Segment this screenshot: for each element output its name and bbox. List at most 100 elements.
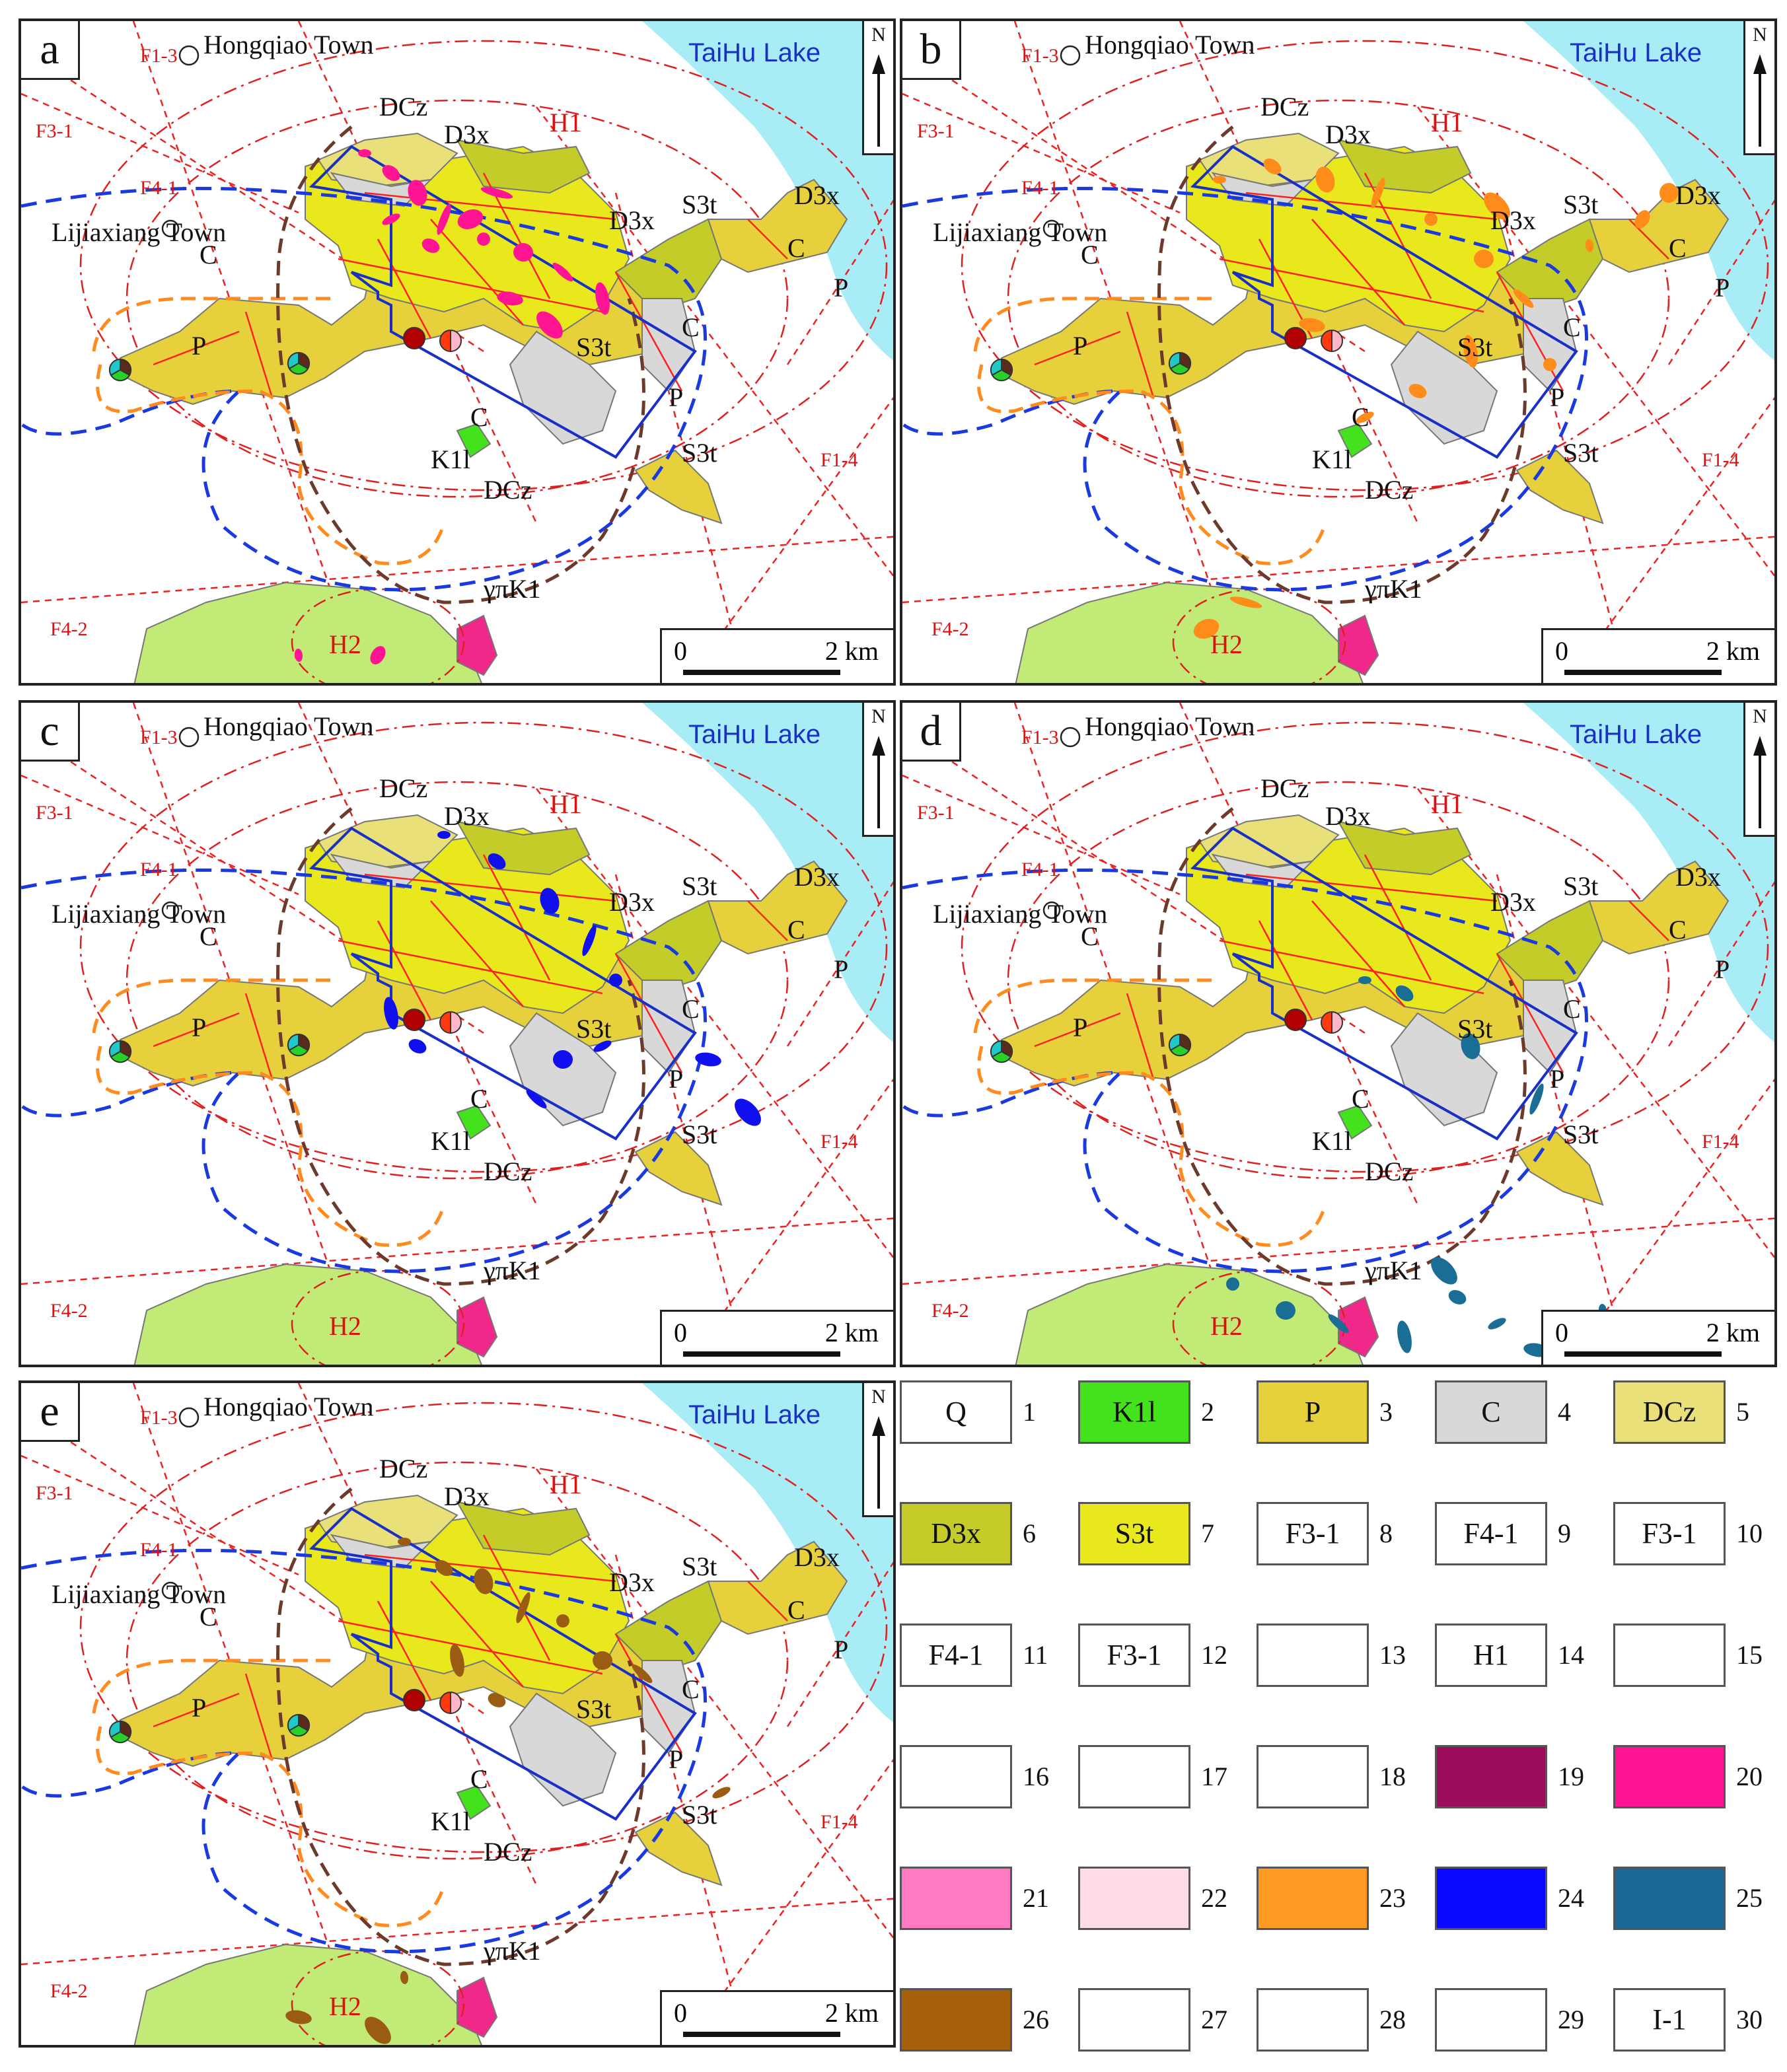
- fault-f13: F1-3: [1021, 45, 1059, 67]
- c-label-2: C: [1669, 915, 1687, 945]
- legend-number: 12: [1201, 1640, 1227, 1670]
- fault-f13: F1-3: [1021, 727, 1059, 748]
- legend-number: 20: [1736, 1762, 1763, 1791]
- anomaly-patch: [382, 164, 400, 182]
- s3t-label-2: S3t: [1457, 332, 1493, 362]
- anomaly-patch: [1328, 1314, 1349, 1334]
- p-label-2: P: [834, 954, 849, 984]
- north-arrow: N: [862, 1383, 893, 1517]
- legend-swatch-20: [1613, 1745, 1726, 1808]
- h2-label: H2: [329, 1311, 361, 1341]
- geologic-map: [902, 703, 1774, 1365]
- k1l-label: K1l: [431, 1126, 470, 1156]
- scale-line: [1564, 670, 1722, 675]
- legend-number: 27: [1201, 2005, 1227, 2034]
- c-label-4: C: [470, 402, 488, 432]
- map-panel-e: e N 0 2 km Hongqiao Town TaiHu Lake Lijiaxiang…: [18, 1380, 896, 2048]
- anomaly-patch: [1543, 358, 1557, 371]
- c-label-4: C: [470, 1084, 488, 1114]
- dcz-label: DCz: [379, 773, 428, 803]
- c-label: C: [1081, 921, 1099, 951]
- c-label-3: C: [1563, 994, 1581, 1024]
- anomaly-patch: [457, 209, 484, 229]
- fault-f42: F4-2: [931, 1300, 969, 1322]
- anomaly-patch: [1513, 289, 1534, 308]
- anomaly-patch: [370, 646, 386, 664]
- lijiaxiang-label: Lijiaxiang Town: [52, 899, 227, 929]
- fault-f42: F4-2: [931, 618, 969, 640]
- gpk1-label: γπK1: [1365, 1256, 1422, 1285]
- legend-number: 21: [1023, 1883, 1049, 1913]
- fault-f13: F1-3: [140, 45, 178, 67]
- hongqiao-label: Hongqiao Town: [1085, 711, 1255, 741]
- h2-label: H2: [1210, 629, 1243, 659]
- h1-label: H1: [550, 789, 582, 819]
- k1l-label: K1l: [1312, 1126, 1352, 1156]
- north-arrow-icon: [872, 54, 885, 147]
- anomaly-patch: [1213, 176, 1226, 184]
- anomaly-patch: [437, 203, 451, 235]
- d3x-label: D3x: [444, 801, 490, 831]
- gpk1-label: γπK1: [484, 1256, 541, 1285]
- anomaly-patch: [735, 1098, 761, 1126]
- legend-number: 15: [1736, 1640, 1763, 1670]
- north-arrow: N: [862, 703, 893, 837]
- s3t-label-3: S3t: [682, 1120, 717, 1149]
- s3t-label: S3t: [1563, 871, 1599, 901]
- scale-zero: 0: [674, 1318, 687, 1347]
- north-label: N: [1753, 705, 1767, 727]
- s3t-label-2: S3t: [576, 1014, 612, 1044]
- h2-label: H2: [1210, 1311, 1243, 1341]
- h2-label: H2: [329, 1991, 361, 2021]
- scale-line: [683, 1351, 840, 1357]
- legend-swatch-25: [1613, 1867, 1726, 1930]
- panel-letter: b: [902, 21, 961, 80]
- h1-label: H1: [1431, 789, 1463, 819]
- c-label: C: [1081, 240, 1099, 269]
- fault-f41: F4-1: [140, 859, 178, 880]
- legend-swatch-21: [900, 1867, 1012, 1930]
- anomaly-patch: [1358, 976, 1371, 984]
- s3t-label: S3t: [682, 1552, 717, 1581]
- legend-swatch-24: [1435, 1867, 1547, 1930]
- legend-swatch-6: D3x: [900, 1502, 1012, 1565]
- anomaly-patch: [408, 1039, 427, 1054]
- legend-swatch-10: F3-1: [1613, 1502, 1726, 1565]
- map-panel-c: c N 0 2 km Hongqiao Town TaiHu Lake Lijiaxiang…: [18, 700, 896, 1367]
- map-panel-a: a N 0 2 km Hongqiao Town TaiHu Lake Lijiaxiang…: [18, 18, 896, 686]
- anomaly-patch: [1529, 1083, 1544, 1115]
- taihu-lake: [1523, 703, 1774, 1042]
- legend-swatch-28: [1257, 1988, 1369, 2052]
- fault-f13: F1-3: [140, 727, 178, 748]
- anomaly-patch: [477, 232, 490, 246]
- legend-swatch-23: [1257, 1867, 1369, 1930]
- north-arrow-icon: [872, 736, 885, 828]
- s3t-label-3: S3t: [682, 438, 717, 468]
- north-arrow: N: [1743, 21, 1774, 155]
- c-label-4: C: [1352, 402, 1369, 432]
- anomaly-patch: [285, 2010, 312, 2024]
- legend-swatch-26: [900, 1988, 1012, 2052]
- d3x-label-2: D3x: [609, 1567, 655, 1597]
- legend-swatch-12: F3-1: [1078, 1624, 1190, 1687]
- d3x-label-3: D3x: [794, 862, 840, 892]
- scale-zero: 0: [1555, 636, 1568, 666]
- c-label-3: C: [1563, 312, 1581, 342]
- s3t-label-3: S3t: [682, 1800, 717, 1830]
- anomaly-patch: [421, 238, 440, 253]
- legend-swatch-text: H1: [1473, 1639, 1509, 1671]
- fault-f41: F4-1: [1021, 859, 1059, 880]
- legend-number: 17: [1201, 1762, 1227, 1791]
- scale-bar: 0 2 km: [1541, 628, 1774, 683]
- d3x-label-2: D3x: [609, 205, 655, 235]
- north-arrow: N: [1743, 703, 1774, 837]
- taihu-lake: [1523, 21, 1774, 361]
- anomaly-patch: [1226, 1277, 1240, 1291]
- scale-line: [1564, 1351, 1722, 1357]
- dcz-label-2: DCz: [484, 1157, 532, 1186]
- anomaly-patch: [1448, 1290, 1467, 1304]
- north-arrow: N: [862, 21, 893, 155]
- d3x-label-3: D3x: [794, 180, 840, 210]
- anomaly-patch: [408, 180, 427, 206]
- legend-number: 6: [1023, 1518, 1036, 1548]
